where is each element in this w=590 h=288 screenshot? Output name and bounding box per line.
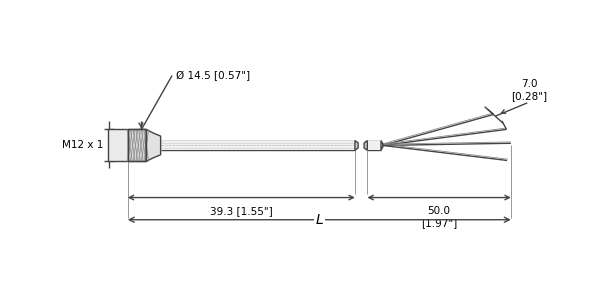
Text: Ø 14.5 [0.57"]: Ø 14.5 [0.57"] — [176, 71, 250, 81]
Polygon shape — [146, 130, 160, 161]
Polygon shape — [381, 141, 383, 150]
Polygon shape — [355, 141, 358, 150]
Text: 7.0
[0.28"]: 7.0 [0.28"] — [512, 79, 548, 101]
Polygon shape — [364, 141, 368, 150]
Polygon shape — [368, 141, 381, 150]
Text: 50.0
[1.97"]: 50.0 [1.97"] — [421, 206, 457, 228]
Text: 39.3 [1.55"]: 39.3 [1.55"] — [210, 206, 273, 216]
Polygon shape — [127, 130, 146, 161]
Text: L: L — [316, 213, 323, 227]
Polygon shape — [108, 130, 127, 161]
Polygon shape — [160, 141, 355, 150]
Text: M12 x 1: M12 x 1 — [62, 141, 103, 150]
